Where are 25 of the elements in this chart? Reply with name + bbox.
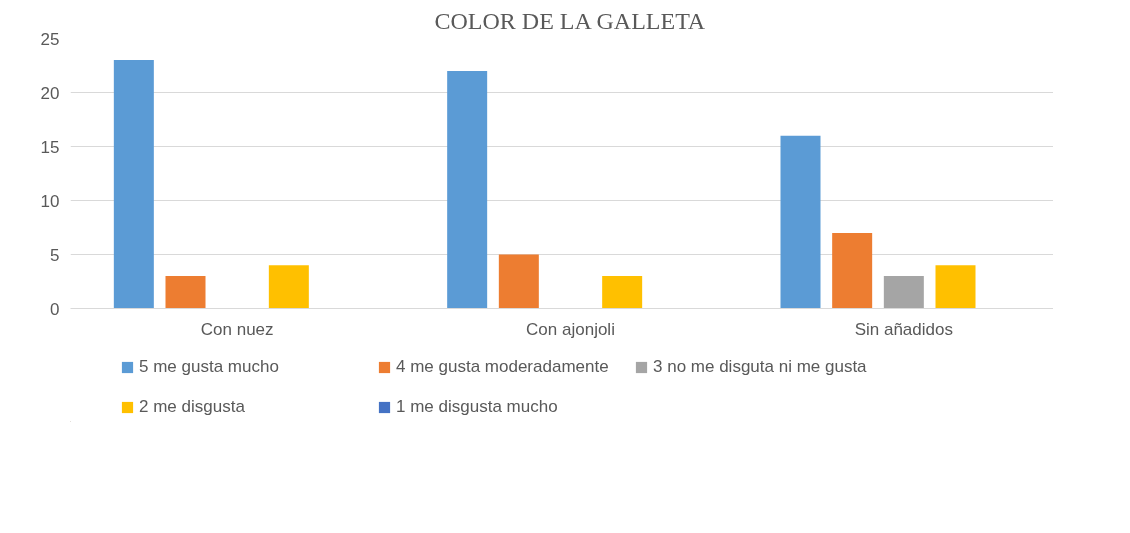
bar <box>883 276 924 309</box>
y-tick-label: 15 <box>40 137 60 157</box>
y-tick-label: 5 <box>50 245 60 265</box>
y-tick-label: 10 <box>40 191 60 211</box>
bar <box>935 265 976 309</box>
legend-label: 4 me gusta moderadamente <box>396 357 610 377</box>
bar <box>498 254 539 309</box>
bar <box>268 265 309 309</box>
x-tick-label: Con ajonjoli <box>526 319 615 339</box>
bar <box>780 135 821 309</box>
bar <box>113 60 154 309</box>
bar <box>602 276 643 309</box>
bar <box>165 276 206 309</box>
y-tick-label: 20 <box>40 83 60 103</box>
y-tick-label: 0 <box>50 299 60 319</box>
x-tick-label: Sin añadidos <box>854 319 953 339</box>
x-tick-label: Con nuez <box>200 319 274 339</box>
legend-label: 1 me disgusta mucho <box>396 397 559 417</box>
legend-label: 2 me disgusta <box>139 397 246 417</box>
bar <box>447 70 488 309</box>
y-tick-label: 25 <box>40 29 60 49</box>
chart-title: COLOR DE LA GALLETA <box>434 7 706 34</box>
bar <box>832 232 873 309</box>
legend-label: 3 no me disguta ni me gusta <box>653 357 868 377</box>
legend-label: 5 me gusta mucho <box>139 357 280 377</box>
